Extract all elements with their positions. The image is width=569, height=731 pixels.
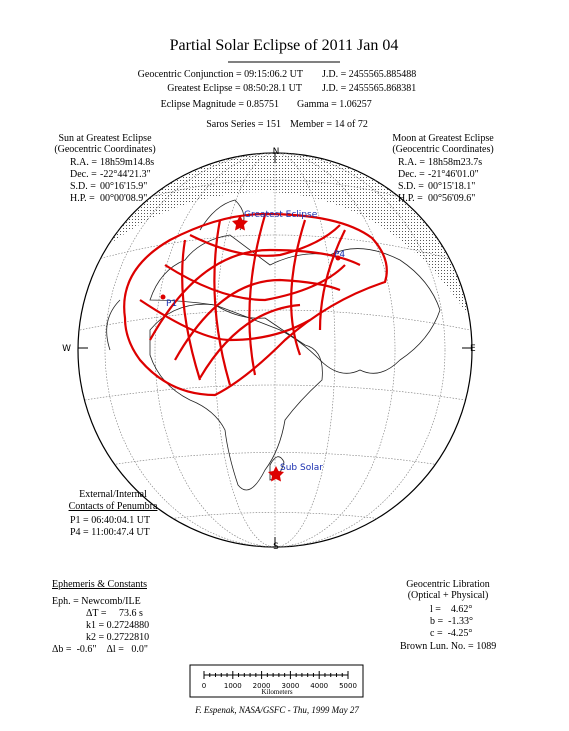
libration-row: b = -1.33° bbox=[430, 616, 473, 627]
sun-row-value: 00°16'15.9" bbox=[100, 181, 147, 192]
header-left: Geocentric Conjunction = 09:15:06.2 UT bbox=[138, 69, 303, 80]
header-right: J.D. = 2455565.868381 bbox=[322, 83, 416, 94]
contact-row: P4 = 11:00:47.4 UT bbox=[70, 527, 150, 538]
ephemeris-row: Δb = -0.6" Δl = 0.0" bbox=[52, 644, 148, 655]
header-left: Eclipse Magnitude = 0.85751 bbox=[161, 99, 279, 110]
sun-subtitle: (Geocentric Coordinates) bbox=[54, 144, 155, 155]
ephemeris-row: ΔT = 73.6 s bbox=[86, 608, 143, 619]
p1-label: P1 bbox=[166, 299, 177, 309]
moon-row-label: S.D. = bbox=[398, 181, 424, 192]
ephemeris-row: Eph. = Newcomb/ILE bbox=[52, 596, 141, 607]
sun-row-value: -22°44'21.3" bbox=[100, 169, 151, 180]
scale-tick-label: 4000 bbox=[310, 682, 328, 690]
west-label: W bbox=[62, 344, 71, 354]
eclipse-path bbox=[123, 212, 388, 397]
sun-row-label: H.P. = bbox=[70, 193, 95, 204]
scale-tick-label: 3000 bbox=[281, 682, 299, 690]
scale-unit: Kilometers bbox=[261, 688, 292, 696]
contacts-subtitle: Contacts of Penumbra bbox=[69, 501, 158, 512]
header-right: J.D. = 2455565.885488 bbox=[322, 69, 416, 80]
moon-row-value: 00°15'18.1" bbox=[428, 181, 475, 192]
scale-tick-label: 0 bbox=[202, 682, 206, 690]
contacts-title: External/Internal bbox=[79, 489, 147, 500]
header-left: Saros Series = 151 bbox=[206, 119, 281, 130]
ephemeris-title: Ephemeris & Constants bbox=[52, 579, 147, 590]
title: Partial Solar Eclipse of 2011 Jan 04 bbox=[170, 37, 399, 54]
moon-row-value: 00°56'09.6" bbox=[428, 193, 475, 204]
sub-solar-marker bbox=[268, 466, 284, 482]
brown-number: Brown Lun. No. = 1089 bbox=[400, 641, 496, 652]
greatest-marker bbox=[232, 215, 248, 231]
libration-row: l = 4.62° bbox=[430, 604, 472, 615]
libration-title: Geocentric Libration bbox=[406, 579, 490, 590]
night-side bbox=[78, 153, 472, 335]
sun-row-label: Dec. = bbox=[70, 169, 97, 180]
east-label: E bbox=[470, 344, 476, 354]
globe: Greatest Eclipse P1 P4 Sub Solar N S W E bbox=[62, 147, 476, 552]
south-label: S bbox=[273, 542, 279, 552]
sun-row-value: 00°00'08.9" bbox=[100, 193, 147, 204]
p4-label: P4 bbox=[334, 250, 345, 260]
p4-marker bbox=[335, 255, 341, 261]
sun-row-label: R.A. = bbox=[70, 157, 97, 168]
ephemeris-row: k2 = 0.2722810 bbox=[86, 632, 149, 643]
header-left: Greatest Eclipse = 08:50:28.1 UT bbox=[167, 83, 302, 94]
contact-row: P1 = 06:40:04.1 UT bbox=[70, 515, 150, 526]
sub-solar-label: Sub Solar bbox=[280, 463, 323, 473]
libration-row: c = -4.25° bbox=[430, 628, 472, 639]
ephemeris-row: k1 = 0.2724880 bbox=[86, 620, 149, 631]
north-label: N bbox=[273, 147, 280, 157]
moon-row-label: H.P. = bbox=[398, 193, 423, 204]
moon-row-value: -21°46'01.0" bbox=[428, 169, 479, 180]
footer: F. Espenak, NASA/GSFC - Thu, 1999 May 27 bbox=[194, 705, 359, 715]
scale-tick-label: 5000 bbox=[339, 682, 357, 690]
libration-subtitle: (Optical + Physical) bbox=[408, 590, 489, 601]
header-right: Gamma = 1.06257 bbox=[297, 99, 372, 110]
moon-title: Moon at Greatest Eclipse bbox=[392, 133, 494, 144]
moon-row-value: 18h58m23.7s bbox=[428, 157, 482, 168]
sun-row-label: S.D. = bbox=[70, 181, 96, 192]
sun-title: Sun at Greatest Eclipse bbox=[58, 133, 152, 144]
moon-subtitle: (Geocentric Coordinates) bbox=[392, 144, 493, 155]
moon-row-label: Dec. = bbox=[398, 169, 425, 180]
p1-marker bbox=[160, 294, 166, 300]
scale-box bbox=[189, 664, 364, 698]
scale-tick-label: 1000 bbox=[224, 682, 242, 690]
moon-row-label: R.A. = bbox=[398, 157, 425, 168]
scale-tick-label: 2000 bbox=[253, 682, 271, 690]
header-right: Member = 14 of 72 bbox=[290, 119, 368, 130]
greatest-label: Greatest Eclipse bbox=[244, 210, 318, 220]
sun-row-value: 18h59m14.8s bbox=[100, 157, 154, 168]
